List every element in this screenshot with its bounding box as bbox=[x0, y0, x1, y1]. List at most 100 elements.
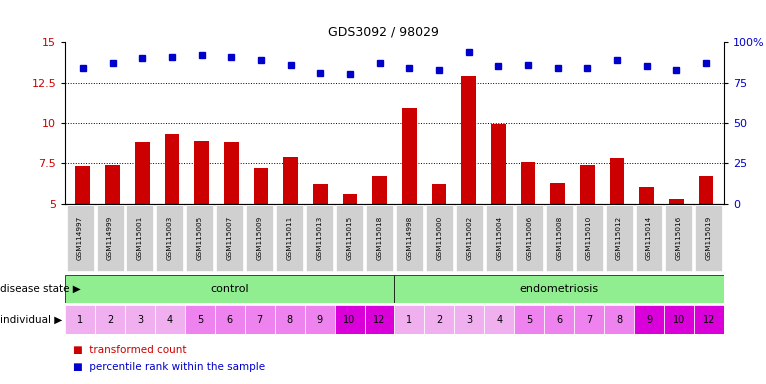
Text: 1: 1 bbox=[407, 314, 413, 325]
Text: GSM114999: GSM114999 bbox=[107, 216, 113, 260]
Text: 7: 7 bbox=[257, 314, 263, 325]
Text: control: control bbox=[211, 284, 249, 294]
Text: GSM115007: GSM115007 bbox=[227, 216, 233, 260]
Bar bbox=[431, 184, 447, 204]
Bar bbox=[214, 305, 245, 334]
Bar bbox=[313, 184, 328, 204]
Bar bbox=[224, 142, 239, 204]
Bar bbox=[156, 205, 183, 271]
Bar bbox=[636, 205, 663, 271]
Text: ■  percentile rank within the sample: ■ percentile rank within the sample bbox=[73, 362, 265, 372]
Text: 6: 6 bbox=[227, 314, 233, 325]
Bar bbox=[283, 157, 298, 204]
Bar bbox=[277, 205, 303, 271]
Bar bbox=[544, 305, 574, 334]
Text: GSM115010: GSM115010 bbox=[586, 216, 592, 260]
Bar bbox=[606, 205, 633, 271]
Text: 8: 8 bbox=[616, 314, 622, 325]
Bar bbox=[335, 305, 365, 334]
Bar bbox=[545, 205, 573, 271]
Bar bbox=[634, 305, 664, 334]
Text: GSM115013: GSM115013 bbox=[316, 216, 322, 260]
Text: GSM115003: GSM115003 bbox=[167, 216, 173, 260]
Bar bbox=[365, 305, 394, 334]
Text: 9: 9 bbox=[646, 314, 652, 325]
Bar bbox=[454, 305, 484, 334]
Text: 2: 2 bbox=[437, 314, 443, 325]
Bar bbox=[664, 305, 694, 334]
Bar bbox=[580, 165, 594, 204]
Text: 3: 3 bbox=[137, 314, 143, 325]
Bar bbox=[336, 205, 363, 271]
Bar bbox=[486, 205, 512, 271]
Text: 4: 4 bbox=[496, 314, 502, 325]
Bar bbox=[666, 205, 692, 271]
Text: 3: 3 bbox=[466, 314, 473, 325]
Bar bbox=[426, 205, 453, 271]
Bar bbox=[576, 205, 603, 271]
Bar bbox=[65, 305, 95, 334]
Bar bbox=[514, 305, 544, 334]
Text: 10: 10 bbox=[343, 314, 355, 325]
Text: GSM115005: GSM115005 bbox=[197, 216, 203, 260]
Bar bbox=[456, 205, 483, 271]
Text: ■  transformed count: ■ transformed count bbox=[73, 345, 186, 355]
Bar bbox=[424, 305, 454, 334]
Bar bbox=[195, 141, 209, 204]
Bar bbox=[126, 205, 153, 271]
Bar bbox=[394, 305, 424, 334]
Bar bbox=[155, 305, 185, 334]
Text: GSM115004: GSM115004 bbox=[496, 216, 502, 260]
Text: GSM115016: GSM115016 bbox=[676, 216, 682, 260]
Bar bbox=[165, 134, 179, 204]
Bar bbox=[342, 194, 358, 204]
Text: GSM115009: GSM115009 bbox=[257, 216, 263, 260]
Text: 10: 10 bbox=[673, 314, 685, 325]
Bar bbox=[216, 205, 244, 271]
Bar bbox=[275, 305, 305, 334]
Text: 2: 2 bbox=[107, 314, 113, 325]
Bar bbox=[186, 205, 213, 271]
Text: 6: 6 bbox=[556, 314, 562, 325]
Text: GSM115018: GSM115018 bbox=[377, 216, 382, 260]
Bar bbox=[484, 305, 514, 334]
Bar bbox=[461, 76, 476, 204]
Bar bbox=[366, 205, 393, 271]
Bar bbox=[306, 205, 333, 271]
Text: GSM115014: GSM115014 bbox=[646, 216, 652, 260]
Bar bbox=[694, 305, 724, 334]
Bar bbox=[394, 275, 724, 303]
Text: 12: 12 bbox=[702, 314, 715, 325]
Text: GSM115008: GSM115008 bbox=[556, 216, 562, 260]
Bar bbox=[245, 305, 275, 334]
Bar bbox=[610, 158, 624, 204]
Bar bbox=[76, 166, 90, 204]
Bar bbox=[372, 176, 387, 204]
Bar bbox=[669, 199, 684, 204]
Text: GSM115019: GSM115019 bbox=[706, 216, 712, 260]
Bar bbox=[105, 165, 120, 204]
Bar bbox=[135, 142, 149, 204]
Text: 5: 5 bbox=[197, 314, 203, 325]
Text: disease state ▶: disease state ▶ bbox=[0, 284, 80, 294]
Text: GDS3092 / 98029: GDS3092 / 98029 bbox=[328, 25, 438, 38]
Bar bbox=[699, 176, 713, 204]
Bar bbox=[640, 187, 654, 204]
Bar bbox=[247, 205, 273, 271]
Bar bbox=[402, 108, 417, 204]
Text: GSM115015: GSM115015 bbox=[346, 216, 352, 260]
Bar bbox=[574, 305, 604, 334]
Bar bbox=[521, 162, 535, 204]
Bar bbox=[604, 305, 634, 334]
Text: GSM114998: GSM114998 bbox=[407, 216, 412, 260]
Bar bbox=[67, 205, 93, 271]
Text: GSM115012: GSM115012 bbox=[616, 216, 622, 260]
Text: GSM115011: GSM115011 bbox=[286, 216, 293, 260]
Text: GSM115002: GSM115002 bbox=[466, 216, 473, 260]
Text: 9: 9 bbox=[316, 314, 322, 325]
Bar bbox=[550, 182, 565, 204]
Bar bbox=[491, 124, 506, 204]
Text: endometriosis: endometriosis bbox=[519, 284, 599, 294]
Bar bbox=[396, 205, 423, 271]
Text: 1: 1 bbox=[77, 314, 83, 325]
